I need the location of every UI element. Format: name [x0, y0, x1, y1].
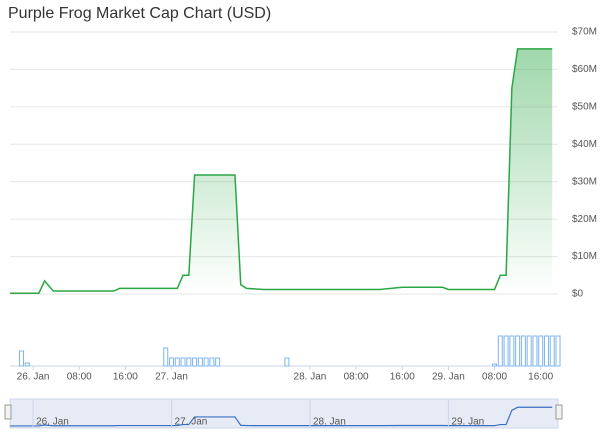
volume-bar	[497, 335, 503, 367]
y-tick-label: $50M	[572, 101, 597, 112]
volume-bar	[503, 335, 509, 367]
volume-bar	[284, 357, 290, 367]
volume-bar	[515, 335, 521, 367]
x-tick-label: 08:00	[67, 372, 92, 383]
volume-bar	[192, 357, 198, 367]
volume-bar	[492, 363, 498, 367]
volume-bar	[180, 357, 186, 367]
chart-title: Purple Frog Market Cap Chart (USD)	[8, 5, 271, 22]
volume-bar	[209, 357, 215, 367]
volume-bar	[509, 335, 515, 367]
x-tick-label: 08:00	[482, 372, 507, 383]
y-tick-label: $20M	[572, 214, 597, 225]
volume-bar	[538, 335, 544, 367]
x-tick-label: 28. Jan	[294, 372, 327, 383]
navigator-line	[10, 406, 553, 427]
x-tick-label: 08:00	[344, 372, 369, 383]
volume-bar	[169, 357, 175, 367]
x-tick-label: 16:00	[113, 372, 138, 383]
y-tick-label: $0	[572, 289, 584, 300]
x-tick-label: 27. Jan	[155, 372, 188, 383]
line	[10, 48, 553, 295]
x-tick-label: 16:00	[528, 372, 553, 383]
y-tick-label: $10M	[572, 251, 597, 262]
volume-bar	[186, 357, 192, 367]
volume-bar	[549, 335, 555, 367]
y-tick-label: $70M	[572, 27, 597, 38]
volume-bar	[203, 357, 209, 367]
volume-bar	[174, 357, 180, 367]
volume-bar	[543, 335, 549, 367]
volume-bar	[24, 362, 30, 367]
volume-bar	[215, 357, 221, 367]
navigator[interactable]	[9, 398, 559, 429]
x-tick-label: 16:00	[390, 372, 415, 383]
navigator-label: 29. Jan	[451, 417, 484, 428]
y-tick-label: $30M	[572, 176, 597, 187]
volume-bar	[19, 350, 25, 367]
x-tick-label: 26. Jan	[17, 372, 50, 383]
y-tick-label: $60M	[572, 64, 597, 75]
x-tick-label: 29. Jan	[432, 372, 465, 383]
volume-bar	[163, 347, 169, 367]
volume-bar	[555, 335, 561, 367]
volume-bar	[197, 357, 203, 367]
navigator-label: 27. Jan	[175, 417, 208, 428]
navigator-label: 28. Jan	[313, 417, 346, 428]
y-tick-label: $40M	[572, 139, 597, 150]
navigator-label: 26. Jan	[36, 417, 69, 428]
volume-bar	[520, 335, 526, 367]
volume-bar	[526, 335, 532, 367]
navigator-handle[interactable]	[555, 404, 563, 420]
area	[10, 48, 553, 294]
navigator-handle[interactable]	[4, 404, 12, 420]
volume-bar	[532, 335, 538, 367]
